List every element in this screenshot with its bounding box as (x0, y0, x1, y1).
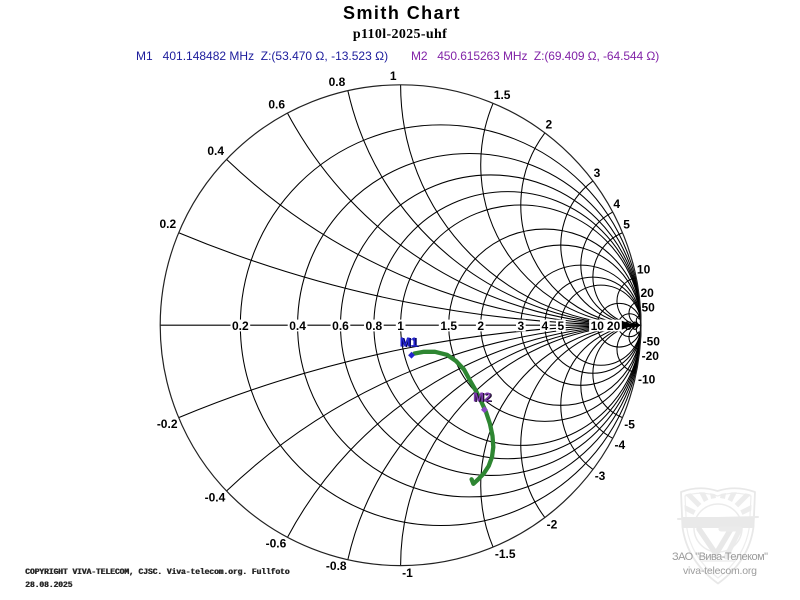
svg-text:-0.8: -0.8 (326, 559, 347, 573)
svg-text:0.4: 0.4 (289, 319, 306, 333)
svg-text:0.4: 0.4 (207, 144, 224, 158)
svg-text:-4: -4 (615, 438, 626, 452)
svg-text:4: 4 (613, 197, 620, 211)
svg-text:viva-telecom.org: viva-telecom.org (683, 565, 757, 577)
svg-text:0.2: 0.2 (160, 217, 177, 231)
svg-text:M2: M2 (474, 390, 492, 405)
svg-text:2: 2 (546, 118, 553, 132)
svg-text:10: 10 (637, 262, 651, 276)
svg-text:2: 2 (477, 319, 484, 333)
svg-text:5: 5 (623, 218, 630, 232)
svg-text:-2: -2 (547, 517, 558, 531)
svg-text:3: 3 (517, 319, 524, 333)
svg-text:1.5: 1.5 (440, 319, 457, 333)
svg-text:-5: -5 (624, 418, 635, 432)
svg-text:-3: -3 (595, 469, 606, 483)
svg-text:10: 10 (591, 319, 605, 333)
svg-text:-0.2: -0.2 (157, 417, 178, 431)
svg-text:M2: M2 (473, 389, 491, 404)
svg-text:0.8: 0.8 (366, 319, 383, 333)
svg-text:3: 3 (594, 166, 601, 180)
svg-text:0.8: 0.8 (329, 75, 346, 89)
svg-text:-0.6: -0.6 (266, 537, 287, 551)
svg-text:-10: -10 (638, 373, 656, 387)
svg-text:ЗАО "Вива-Телеком": ЗАО "Вива-Телеком" (672, 551, 768, 563)
svg-text:0.2: 0.2 (232, 319, 249, 333)
svg-text:20: 20 (641, 286, 655, 300)
svg-text:M1: M1 (401, 335, 419, 350)
svg-text:1: 1 (390, 69, 397, 83)
svg-text:-0.4: -0.4 (205, 490, 226, 504)
svg-text:-1: -1 (402, 566, 413, 580)
svg-text:-1.5: -1.5 (495, 547, 516, 561)
svg-text:-50: -50 (643, 335, 661, 349)
svg-text:4: 4 (541, 319, 548, 333)
svg-text:5: 5 (558, 319, 565, 333)
svg-text:1: 1 (397, 319, 404, 333)
svg-text:50: 50 (642, 300, 656, 314)
svg-text:20: 20 (607, 319, 621, 333)
svg-text:-20: -20 (642, 349, 660, 363)
svg-text:M1: M1 (400, 335, 418, 350)
svg-text:1.5: 1.5 (494, 88, 511, 102)
svg-text:0.6: 0.6 (268, 98, 285, 112)
svg-text:0.6: 0.6 (332, 319, 349, 333)
